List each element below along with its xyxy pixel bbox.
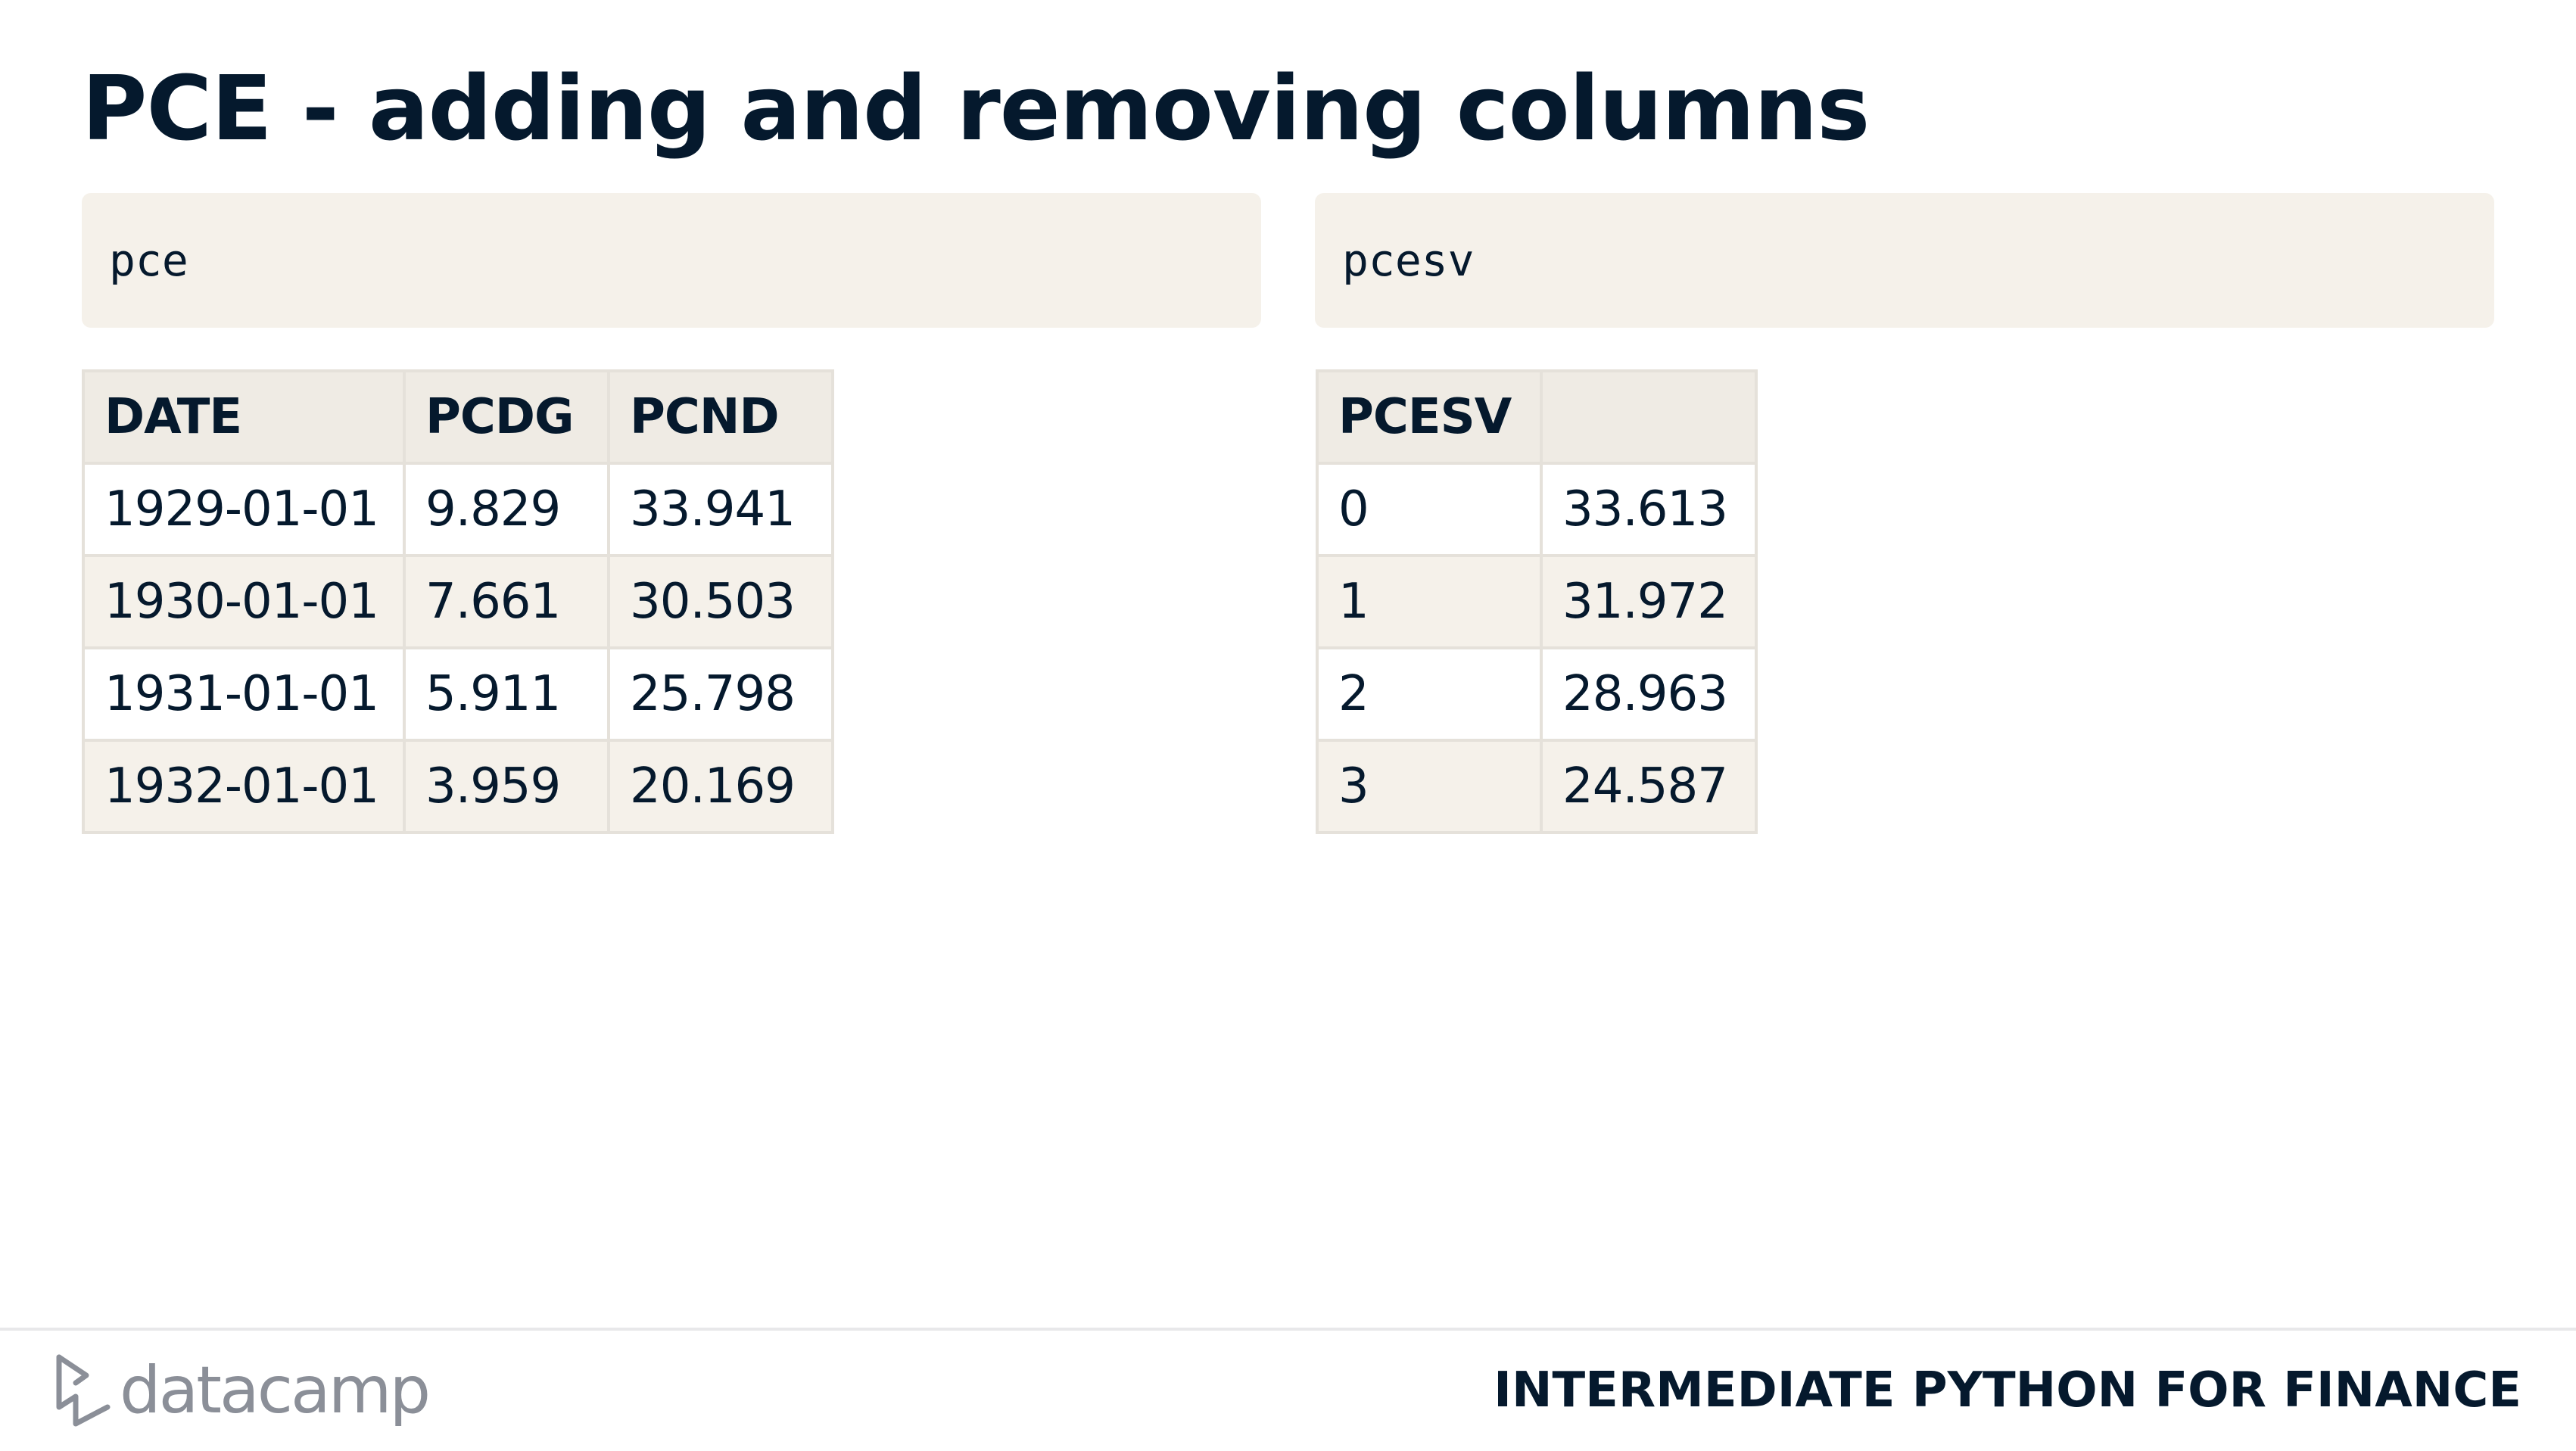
table-cell: 7.661 [403,554,610,649]
table-row: 0 33.613 [1316,462,1758,557]
table-cell: 1 [1316,554,1543,649]
footer-divider [0,1328,2576,1331]
table-cell: 30.503 [607,554,834,649]
table-row: 1 31.972 [1316,554,1758,649]
pce-table: DATE PCDG PCND 1929-01-01 9.829 33.941 1… [82,369,834,834]
table-cell: 5.911 [403,646,610,742]
table-cell: 28.963 [1540,646,1758,742]
table-cell: 25.798 [607,646,834,742]
column-header-pcnd: PCND [607,369,834,465]
column-header-blank [1540,369,1758,465]
table-cell: 1931-01-01 [82,646,406,742]
table-cell: 9.829 [403,462,610,557]
table-cell: 2 [1316,646,1543,742]
table-row: 1930-01-01 7.661 30.503 [82,554,834,649]
table-row: 1931-01-01 5.911 25.798 [82,646,834,742]
slide-title: PCE - adding and removing columns [82,56,1870,160]
datacamp-logo: datacamp [53,1349,431,1432]
code-block-pcesv: pcesv [1315,193,2494,328]
code-text-pce: pce [109,235,188,286]
table-header-row: PCESV [1316,369,1758,465]
code-block-pce: pce [82,193,1261,328]
table-row: 1932-01-01 3.959 20.169 [82,739,834,834]
course-title: INTERMEDIATE PYTHON FOR FINANCE [1494,1362,2521,1418]
logo-wordmark: datacamp [120,1353,431,1428]
table-cell: 1929-01-01 [82,462,406,557]
table-cell: 20.169 [607,739,834,834]
table-cell: 33.941 [607,462,834,557]
code-text-pcesv: pcesv [1342,235,1475,286]
table-cell: 1932-01-01 [82,739,406,834]
table-cell: 33.613 [1540,462,1758,557]
table-header-row: DATE PCDG PCND [82,369,834,465]
table-cell: 24.587 [1540,739,1758,834]
table-row: 1929-01-01 9.829 33.941 [82,462,834,557]
table-cell: 31.972 [1540,554,1758,649]
datacamp-logo-icon [56,1354,111,1427]
table-cell: 1930-01-01 [82,554,406,649]
column-header-pcdg: PCDG [403,369,610,465]
pcesv-table: PCESV 0 33.613 1 31.972 2 28.963 3 24.58… [1316,369,1758,834]
table-cell: 3 [1316,739,1543,834]
column-header-date: DATE [82,369,406,465]
table-cell: 3.959 [403,739,610,834]
table-row: 3 24.587 [1316,739,1758,834]
column-header-pcesv: PCESV [1316,369,1543,465]
table-cell: 0 [1316,462,1543,557]
table-row: 2 28.963 [1316,646,1758,742]
